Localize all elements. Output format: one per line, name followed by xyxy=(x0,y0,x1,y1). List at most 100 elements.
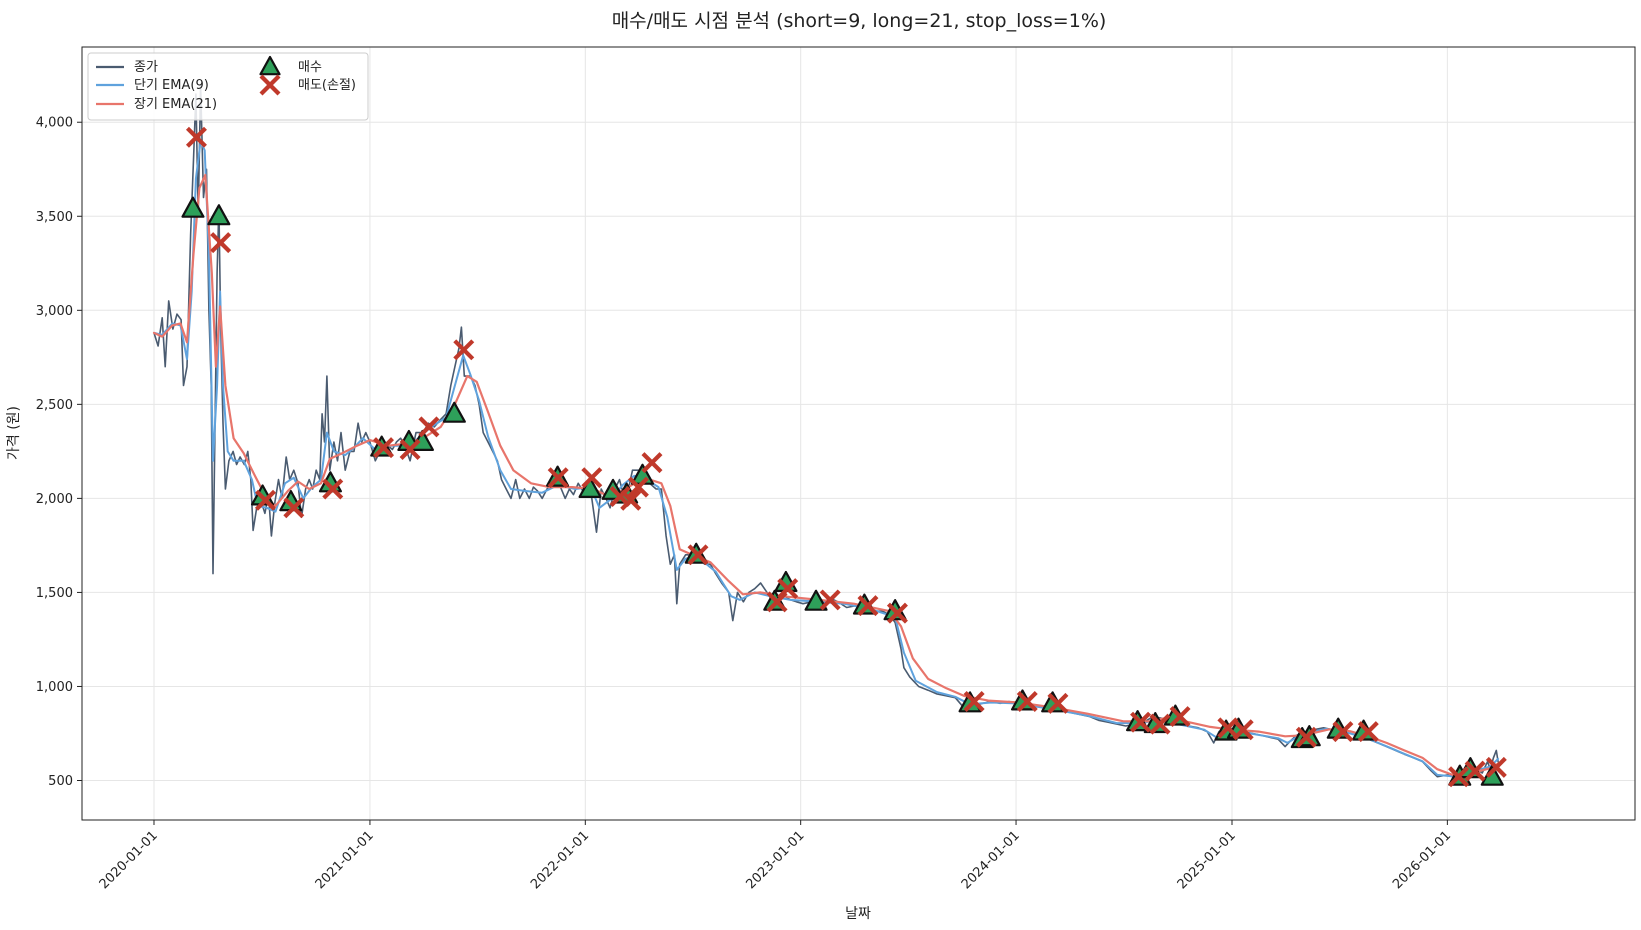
y-tick-label: 1,500 xyxy=(36,586,73,601)
sell-marker xyxy=(1016,691,1038,712)
sell-marker-stroke xyxy=(453,339,475,361)
sell-marker xyxy=(963,691,985,712)
sell-marker xyxy=(1295,726,1317,748)
y-tick-label: 4,000 xyxy=(36,116,73,131)
sell-marker-stroke xyxy=(627,476,649,498)
legend-label: 단기 EMA(9) xyxy=(134,78,209,93)
x-tick-label: 2020-01-01 xyxy=(97,828,161,892)
sell-marker-stroke xyxy=(418,416,440,438)
sell-marker-stroke xyxy=(609,486,631,507)
sell-marker-stroke xyxy=(259,74,281,96)
sell-marker-stroke xyxy=(963,691,985,712)
buy-marker xyxy=(442,401,466,423)
legend-label: 매도(손절) xyxy=(298,78,356,93)
sell-marker xyxy=(453,339,475,361)
sell-marker-stroke xyxy=(1016,691,1038,712)
sell-marker-stroke xyxy=(1169,706,1191,728)
sell-marker-stroke xyxy=(1149,713,1171,735)
sell-marker-stroke xyxy=(1357,721,1379,743)
sell-marker-stroke xyxy=(373,437,394,459)
long-ema-line xyxy=(152,173,1500,777)
legend-label: 장기 EMA(21) xyxy=(134,97,217,112)
sell-marker-stroke xyxy=(1332,721,1354,743)
sell-marker xyxy=(185,126,207,148)
sell-marker-stroke xyxy=(547,467,569,489)
x-axis-label: 날짜 xyxy=(845,906,871,922)
legend-box xyxy=(87,52,369,121)
sell-marker xyxy=(547,467,569,489)
x-tick-label: 2023-01-01 xyxy=(743,828,807,892)
sell-marker-stroke xyxy=(620,489,642,511)
sell-marker-stroke xyxy=(1464,760,1486,782)
sell-marker xyxy=(1448,766,1470,788)
sell-marker xyxy=(641,452,663,474)
sell-marker-stroke xyxy=(641,452,663,474)
sell-marker xyxy=(1169,706,1191,728)
sell-marker xyxy=(886,602,908,624)
legend-label: 종가 xyxy=(134,60,158,75)
sell-marker xyxy=(581,467,603,489)
x-tick-label: 2025-01-01 xyxy=(1175,828,1239,892)
y-tick-label: 3,000 xyxy=(36,304,73,319)
short-ema-line xyxy=(153,140,1500,778)
y-tick-label: 2,000 xyxy=(36,492,73,507)
sell-marker xyxy=(687,544,709,566)
sell-marker xyxy=(373,437,394,459)
buy-marker xyxy=(804,589,828,611)
sell-marker xyxy=(777,578,799,600)
buy-marker xyxy=(181,196,205,218)
sell-marker-stroke xyxy=(1448,766,1470,788)
sell-marker xyxy=(283,497,305,519)
sell-marker xyxy=(210,232,232,254)
sell-marker-stroke xyxy=(399,439,421,460)
sell-marker-stroke xyxy=(255,489,276,511)
sell-marker xyxy=(857,595,879,617)
y-tick-label: 2,500 xyxy=(36,398,73,413)
buy-marker xyxy=(207,204,231,226)
sell-marker-stroke xyxy=(1232,719,1254,741)
sell-marker xyxy=(322,478,344,500)
sell-marker-stroke xyxy=(185,126,207,148)
x-tick-label: 2022-01-01 xyxy=(528,828,592,892)
x-tick-label: 2024-01-01 xyxy=(959,828,1023,892)
sell-marker-stroke xyxy=(1047,692,1069,714)
chart-title: 매수/매도 시점 분석 (short=9, long=21, stop_loss… xyxy=(612,10,1107,32)
legend-sell-marker xyxy=(259,74,281,96)
sell-marker xyxy=(1149,713,1171,735)
sell-marker xyxy=(627,476,649,498)
sell-marker xyxy=(1130,711,1152,733)
grid xyxy=(82,47,1635,820)
sell-marker xyxy=(255,489,276,511)
sell-marker-stroke xyxy=(1295,726,1317,748)
sell-marker xyxy=(620,489,642,511)
sell-marker xyxy=(1357,721,1379,743)
sell-marker-stroke xyxy=(283,497,305,519)
sell-marker xyxy=(418,416,440,438)
sell-marker xyxy=(1485,756,1507,778)
close-price-line xyxy=(153,83,1499,780)
y-tick-label: 3,500 xyxy=(36,210,73,225)
sell-marker xyxy=(1332,721,1354,743)
y-tick-label: 1,000 xyxy=(36,680,73,695)
sell-marker-stroke xyxy=(581,467,603,489)
sell-marker-stroke xyxy=(1130,711,1152,733)
sell-marker-stroke xyxy=(886,602,908,624)
sell-marker xyxy=(819,589,841,611)
sell-marker xyxy=(1047,692,1069,714)
y-axis: 500 1,000 1,500 2,000 2,500 3,000 3,500 4,000 xyxy=(36,116,82,789)
y-axis-label: 가격 (원) xyxy=(6,406,22,460)
sell-marker-stroke xyxy=(322,478,344,500)
sell-marker-stroke xyxy=(210,232,232,254)
sell-marker-stroke xyxy=(687,544,709,566)
x-tick-label: 2021-01-01 xyxy=(313,828,377,892)
legend-buy-marker xyxy=(259,55,281,76)
x-tick-label: 2026-01-01 xyxy=(1390,828,1454,892)
sell-marker xyxy=(1232,719,1254,741)
y-tick-label: 500 xyxy=(48,774,73,789)
sell-marker-stroke xyxy=(1485,756,1507,778)
sell-marker xyxy=(399,439,421,460)
sell-marker xyxy=(1464,760,1486,782)
plot-frame xyxy=(81,46,1636,821)
